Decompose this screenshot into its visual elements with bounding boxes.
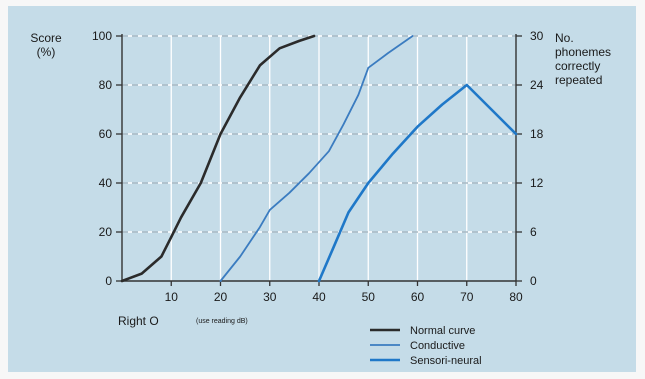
series xyxy=(120,34,518,283)
left-axis-title: Score xyxy=(30,31,62,45)
left-tick-label: 20 xyxy=(99,225,113,239)
right-tick-label: 24 xyxy=(530,78,544,92)
right-tick-label: 12 xyxy=(530,176,544,190)
x-axis-label: Right O xyxy=(118,314,159,328)
right-tick-label: 6 xyxy=(530,225,537,239)
legend: Normal curve Conductive Sensori-neural xyxy=(370,325,482,367)
x-tick-label: 70 xyxy=(460,290,474,304)
labels: 0 20 40 60 80 100 0 6 12 18 24 30 10 20 30 40 50 60 70 80 Sc… xyxy=(30,29,611,328)
left-tick-label: 40 xyxy=(99,176,113,190)
left-axis-title: (%) xyxy=(37,45,56,59)
right-axis-title: correctly xyxy=(555,59,600,73)
right-tick-label: 0 xyxy=(530,274,537,288)
legend-label: Conductive xyxy=(410,340,465,352)
left-tick-label: 60 xyxy=(99,127,113,141)
left-tick-label: 100 xyxy=(92,29,112,43)
right-axis-title: phonemes xyxy=(555,45,611,59)
left-tick-label: 80 xyxy=(99,78,113,92)
grid xyxy=(122,35,516,281)
x-tick-label: 80 xyxy=(509,290,523,304)
legend-label: Sensori-neural xyxy=(410,355,482,367)
x-axis-sublabel: (use reading dB) xyxy=(196,318,248,325)
x-tick-label: 30 xyxy=(263,290,277,304)
series-line-conductive xyxy=(219,35,414,282)
chart-panel xyxy=(8,6,636,372)
x-tick-label: 50 xyxy=(362,290,376,304)
right-axis-title: No. xyxy=(555,31,574,45)
series-line-normal-curve xyxy=(120,34,316,283)
legend-label: Normal curve xyxy=(410,325,475,337)
x-tick-label: 10 xyxy=(165,290,179,304)
series-line-sensori-neural xyxy=(317,83,518,283)
right-tick-label: 30 xyxy=(530,29,544,43)
x-tick-label: 40 xyxy=(312,290,326,304)
x-tick-label: 20 xyxy=(214,290,228,304)
right-tick-label: 18 xyxy=(530,127,544,141)
left-tick-label: 0 xyxy=(105,274,112,288)
axes xyxy=(116,34,522,286)
x-tick-label: 60 xyxy=(411,290,425,304)
right-axis-title: repeated xyxy=(555,73,602,87)
